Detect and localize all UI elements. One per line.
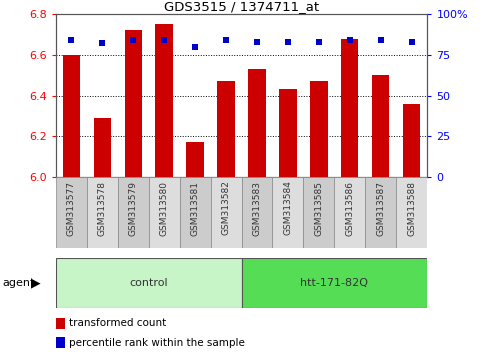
Bar	[303, 177, 334, 248]
Bar	[334, 177, 366, 248]
Bar	[341, 39, 358, 177]
Bar	[280, 90, 297, 177]
Bar	[186, 142, 203, 177]
Text: GSM313579: GSM313579	[128, 181, 138, 235]
Point	[129, 38, 137, 43]
Bar	[248, 69, 266, 177]
Bar	[86, 177, 117, 248]
Point	[377, 38, 385, 43]
Bar	[242, 258, 427, 308]
Bar	[180, 177, 211, 248]
Text: GSM313586: GSM313586	[345, 181, 355, 235]
Bar	[56, 258, 242, 308]
Point	[284, 39, 292, 45]
Bar	[311, 81, 327, 177]
Bar	[397, 177, 427, 248]
Text: GSM313585: GSM313585	[314, 181, 324, 235]
Bar	[372, 75, 389, 177]
Text: GSM313581: GSM313581	[190, 181, 199, 235]
Point	[67, 38, 75, 43]
Bar	[217, 81, 235, 177]
Text: GSM313580: GSM313580	[159, 181, 169, 235]
Bar	[56, 337, 65, 348]
Bar	[156, 24, 172, 177]
Text: GSM313587: GSM313587	[376, 181, 385, 235]
Text: GSM313584: GSM313584	[284, 181, 293, 235]
Title: GDS3515 / 1374711_at: GDS3515 / 1374711_at	[164, 0, 319, 13]
Point	[191, 44, 199, 50]
Bar	[56, 318, 65, 329]
Text: GSM313578: GSM313578	[98, 181, 107, 235]
Point	[315, 39, 323, 45]
Bar	[149, 177, 180, 248]
Bar	[62, 55, 80, 177]
Text: control: control	[129, 278, 168, 288]
Text: GSM313582: GSM313582	[222, 181, 230, 235]
Text: GSM313588: GSM313588	[408, 181, 416, 235]
Text: GSM313577: GSM313577	[67, 181, 75, 235]
Point	[98, 41, 106, 46]
Text: htt-171-82Q: htt-171-82Q	[300, 278, 369, 288]
Bar	[366, 177, 397, 248]
Bar	[242, 177, 272, 248]
Point	[346, 38, 354, 43]
Bar	[125, 30, 142, 177]
Text: transformed count: transformed count	[69, 318, 166, 329]
Bar	[56, 177, 86, 248]
Bar	[403, 104, 421, 177]
Text: agent: agent	[2, 278, 35, 288]
Text: GSM313583: GSM313583	[253, 181, 261, 235]
Point	[160, 38, 168, 43]
Bar	[272, 177, 303, 248]
Point	[408, 39, 416, 45]
Point	[253, 39, 261, 45]
Bar	[211, 177, 242, 248]
Text: percentile rank within the sample: percentile rank within the sample	[69, 338, 244, 348]
Bar	[94, 118, 111, 177]
Bar	[117, 177, 149, 248]
Text: ▶: ▶	[31, 277, 41, 290]
Point	[222, 38, 230, 43]
